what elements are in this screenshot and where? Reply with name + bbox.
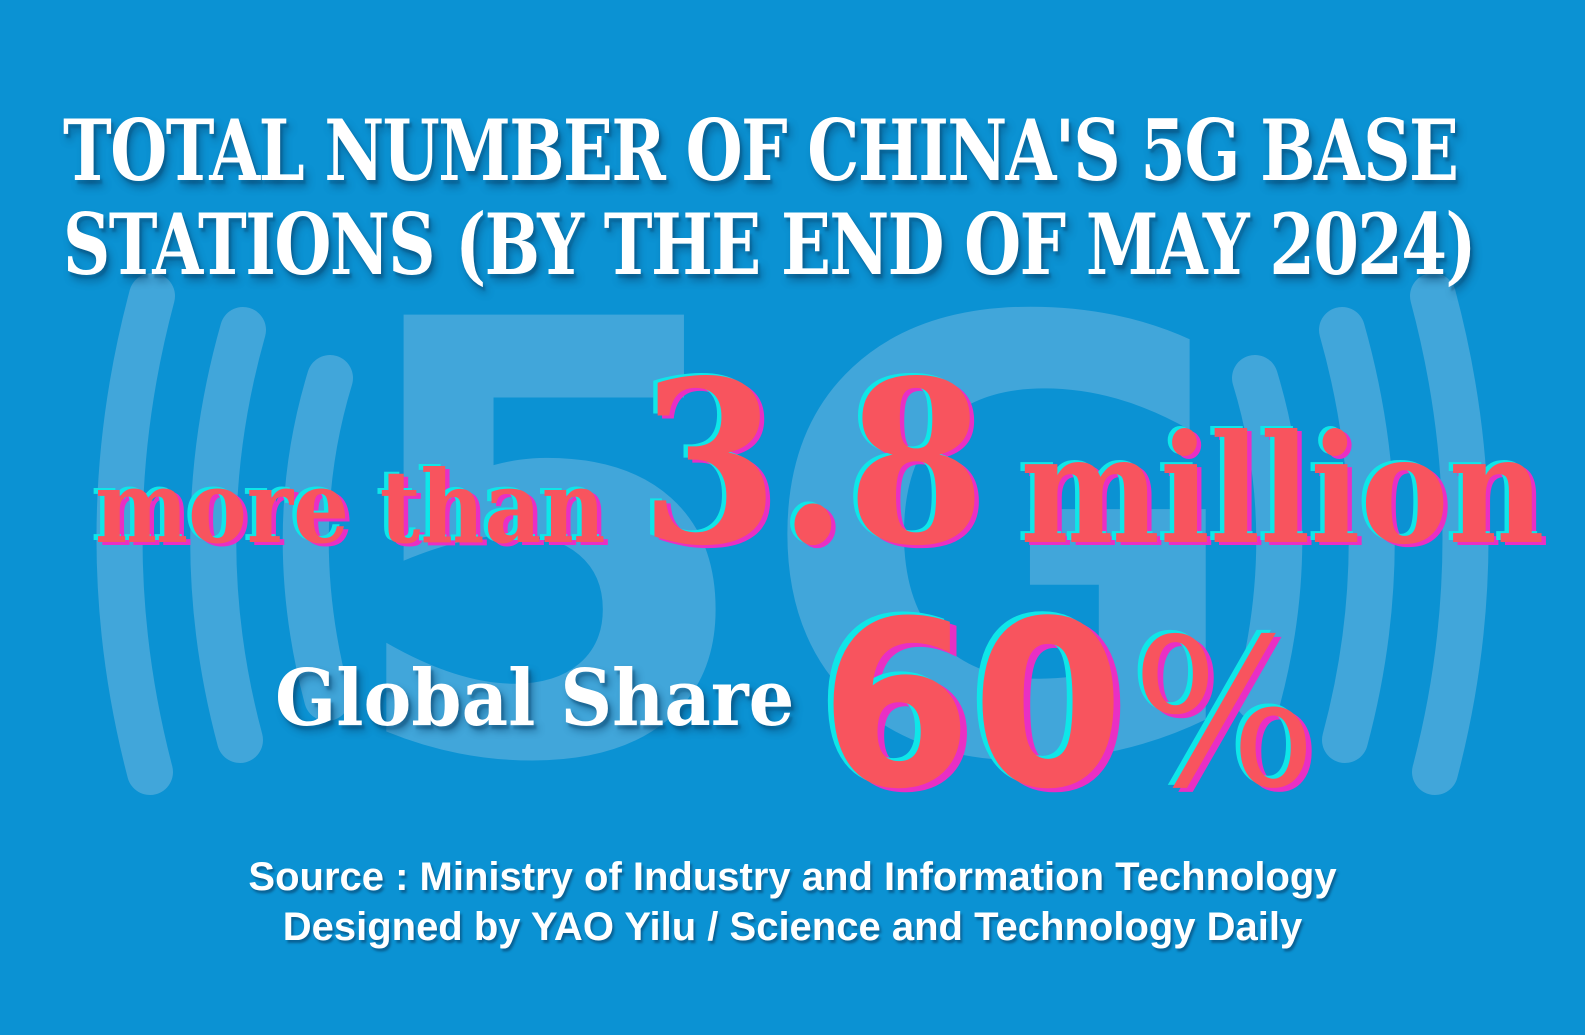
signal-wave-left-middle-icon bbox=[190, 307, 266, 763]
signal-wave-left-outer-icon bbox=[96, 273, 175, 795]
source-line: Source : Ministry of Industry and Inform… bbox=[248, 855, 1337, 899]
page-title: TOTAL NUMBER OF CHINA'S 5G BASE STATIONS… bbox=[63, 104, 1585, 292]
5g-watermark-text: 5G bbox=[340, 195, 1250, 894]
stat-unit: million bbox=[1020, 402, 1545, 578]
signal-wave-right-outer-icon bbox=[1410, 273, 1489, 795]
signal-wave-right-middle-icon bbox=[1319, 307, 1395, 763]
signal-wave-right-inner-icon bbox=[1232, 355, 1303, 721]
signal-wave-left-inner-icon bbox=[282, 355, 353, 721]
global-share-label: Global Share bbox=[275, 653, 795, 744]
source-credit: Source : Ministry of Industry and Inform… bbox=[0, 852, 1585, 952]
global-share-value: 60 bbox=[820, 573, 1125, 840]
stat-prefix: more than bbox=[95, 448, 606, 566]
credit-line: Designed by YAO Yilu / Science and Techn… bbox=[282, 905, 1303, 949]
base-stations-stat: more than 3.8 million bbox=[95, 352, 1545, 577]
title-line-2: STATIONS (BY THE END OF MAY 2024) bbox=[63, 195, 1476, 294]
percent-sign: % bbox=[1131, 596, 1317, 834]
title-line-1: TOTAL NUMBER OF CHINA'S 5G BASE bbox=[63, 101, 1459, 200]
global-share-stat: 60 % bbox=[820, 592, 1317, 822]
stat-value: 3.8 bbox=[640, 332, 986, 596]
